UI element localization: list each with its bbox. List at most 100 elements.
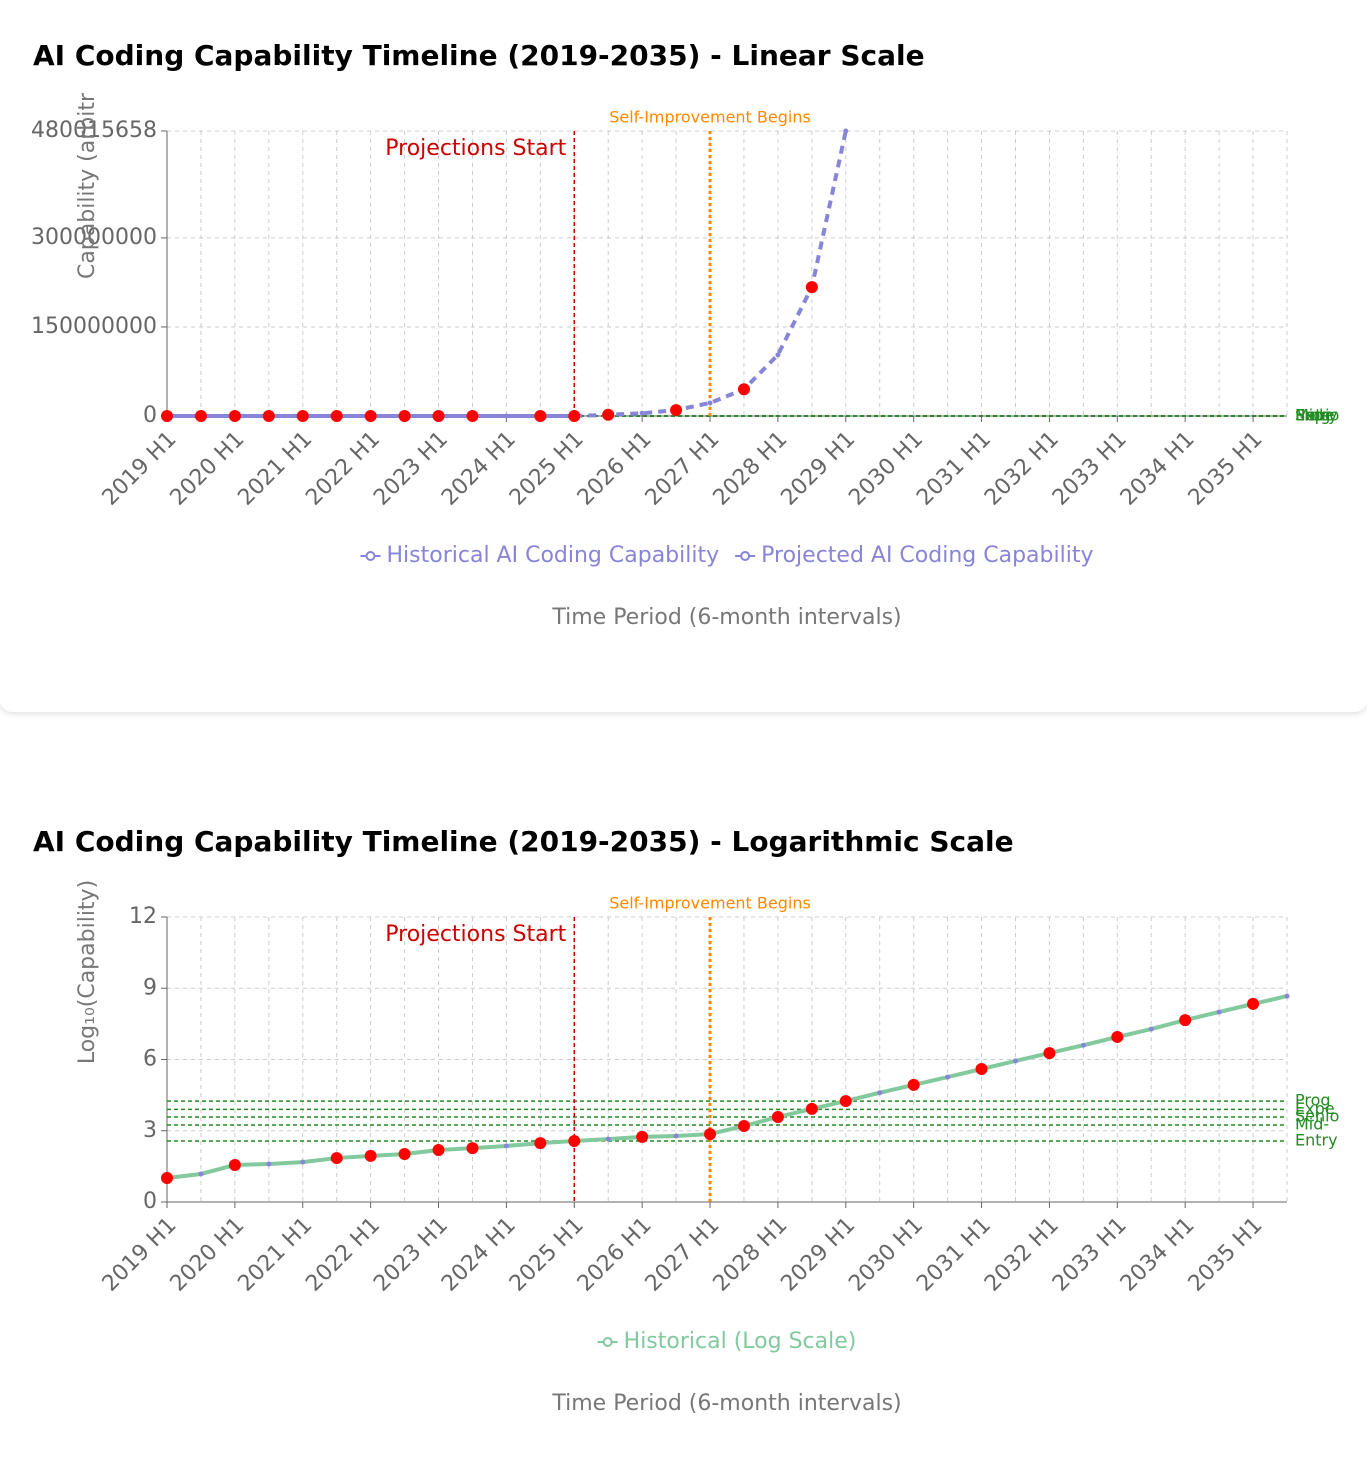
x-tick-label: 2023 H1 xyxy=(369,427,453,511)
series-line xyxy=(574,130,848,418)
x-tick-label: 2020 H1 xyxy=(166,1213,250,1297)
reference-label: Entry xyxy=(1295,1130,1338,1149)
y-tick-label: 300000000 xyxy=(31,225,157,250)
marker-point xyxy=(228,409,241,422)
reference-label: Mid- xyxy=(1295,405,1329,424)
x-tick-label: 2022 H1 xyxy=(301,427,385,511)
marker-point xyxy=(568,1134,581,1147)
legend-label: Historical (Log Scale) xyxy=(624,1329,857,1354)
x-tick-label: 2035 H1 xyxy=(1184,1213,1268,1297)
x-tick-label: 2032 H1 xyxy=(980,427,1064,511)
marker-point xyxy=(161,410,173,422)
annotation-label: Self-Improvement Begins xyxy=(609,894,811,913)
x-tick-label: 2035 H1 xyxy=(1184,427,1268,511)
marker-point xyxy=(296,409,309,422)
point xyxy=(1148,1026,1154,1032)
marker-point xyxy=(805,281,818,294)
x-tick-label: 2027 H1 xyxy=(641,427,725,511)
x-tick-label: 2026 H1 xyxy=(573,427,657,511)
reference-label: Senio xyxy=(1295,1106,1339,1125)
legend-item: Historical (Log Scale) xyxy=(597,1329,857,1354)
x-tick-label: 2029 H1 xyxy=(776,1213,860,1297)
annotation-label: Projections Start xyxy=(385,136,566,161)
marker-point xyxy=(839,1095,852,1108)
marker-point xyxy=(704,1128,717,1141)
point xyxy=(673,1133,679,1139)
legend-label: Projected AI Coding Capability xyxy=(761,543,1093,568)
annotation-label: Projections Start xyxy=(385,922,566,947)
x-tick-label: 2025 H1 xyxy=(505,427,589,511)
x-tick-label: 2028 H1 xyxy=(709,427,793,511)
x-tick-label: 2019 H1 xyxy=(98,427,182,511)
marker-point xyxy=(737,1120,750,1132)
marker-point xyxy=(398,1148,411,1161)
x-tick-label: 2031 H1 xyxy=(912,427,996,511)
y-tick-label: 0 xyxy=(143,1189,157,1214)
point xyxy=(877,1090,883,1096)
marker-point xyxy=(330,1152,343,1165)
reference-label: Senio xyxy=(1295,405,1339,424)
point xyxy=(843,128,849,134)
point xyxy=(1080,1042,1086,1048)
marker-point xyxy=(670,404,683,417)
marker-point xyxy=(432,409,445,422)
marker-point xyxy=(1043,1047,1056,1060)
legend-swatch-dot xyxy=(740,551,751,561)
marker-point xyxy=(534,409,547,422)
marker-point xyxy=(194,410,207,422)
y-tick-label: 480015658 xyxy=(31,118,157,143)
x-tick-label: 2034 H1 xyxy=(1116,427,1200,511)
chart-title: AI Coding Capability Timeline (2019-2035… xyxy=(33,825,1014,858)
marker-point xyxy=(466,1142,479,1155)
marker-point xyxy=(805,1102,818,1115)
x-axis-label: Time Period (6-month intervals) xyxy=(551,605,901,630)
x-tick-label: 2026 H1 xyxy=(573,1213,657,1297)
marker-point xyxy=(636,1130,649,1143)
x-tick-label: 2034 H1 xyxy=(1116,1213,1200,1297)
reference-label: Expe xyxy=(1295,1099,1335,1118)
x-tick-label: 2024 H1 xyxy=(437,1213,521,1297)
x-tick-label: 2032 H1 xyxy=(980,1213,1064,1297)
x-tick-label: 2033 H1 xyxy=(1048,1213,1132,1297)
x-tick-label: 2031 H1 xyxy=(912,1213,996,1297)
point xyxy=(503,1143,509,1149)
point xyxy=(639,410,645,416)
marker-point xyxy=(364,1149,377,1162)
x-tick-label: 2019 H1 xyxy=(98,1213,182,1297)
marker-point xyxy=(228,1158,241,1171)
x-tick-label: 2022 H1 xyxy=(301,1213,385,1297)
legend-swatch-dot xyxy=(365,551,376,561)
legend: Historical (Log Scale) xyxy=(597,1329,857,1354)
marker-point xyxy=(262,409,275,422)
legend-item: Historical AI Coding Capability xyxy=(360,543,720,568)
point xyxy=(1284,993,1290,999)
point xyxy=(707,400,713,406)
point xyxy=(198,1171,204,1177)
annotation-label: Self-Improvement Begins xyxy=(609,108,811,127)
marker-point xyxy=(330,409,343,422)
x-tick-label: 2033 H1 xyxy=(1048,427,1132,511)
series-line xyxy=(166,994,1288,1180)
marker-point xyxy=(398,409,411,422)
chart: AI Coding Capability Timeline (2019-2035… xyxy=(33,825,1339,1416)
point xyxy=(945,1074,951,1080)
marker-point xyxy=(534,1137,547,1150)
marker-point xyxy=(1111,1030,1124,1043)
y-axis-label: Capability (arbitr xyxy=(75,92,100,279)
marker-point xyxy=(1247,997,1260,1010)
marker-point xyxy=(975,1063,988,1075)
chart-title: AI Coding Capability Timeline (2019-2035… xyxy=(33,39,925,72)
reference-label: Prog xyxy=(1295,1091,1331,1110)
legend-label: Historical AI Coding Capability xyxy=(387,543,720,568)
y-tick-label: 3 xyxy=(143,1118,157,1143)
x-tick-label: 2021 H1 xyxy=(233,1213,317,1297)
y-tick-label: 0 xyxy=(143,403,157,428)
point xyxy=(775,352,781,358)
y-tick-label: 9 xyxy=(143,975,157,1000)
x-axis-label: Time Period (6-month intervals) xyxy=(551,1391,901,1416)
x-tick-label: 2021 H1 xyxy=(233,427,317,511)
legend-item: Projected AI Coding Capability xyxy=(735,543,1093,568)
marker-point xyxy=(602,408,615,421)
chart: AI Coding Capability Timeline (2019-2035… xyxy=(31,39,1339,630)
